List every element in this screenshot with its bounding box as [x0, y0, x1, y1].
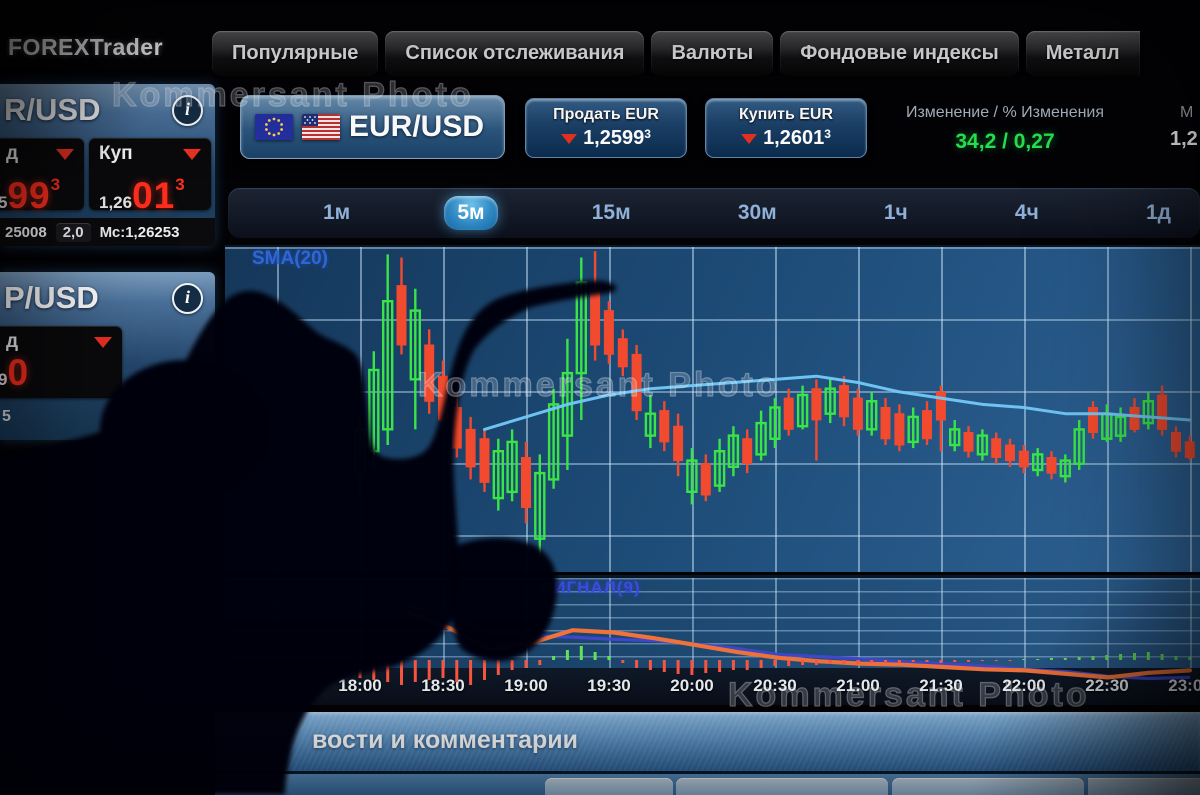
watermark: Kommersant Photo — [417, 365, 780, 404]
watermark: Kommersant Photo — [111, 75, 474, 114]
watermark: Kommersant Photo — [727, 675, 1090, 714]
